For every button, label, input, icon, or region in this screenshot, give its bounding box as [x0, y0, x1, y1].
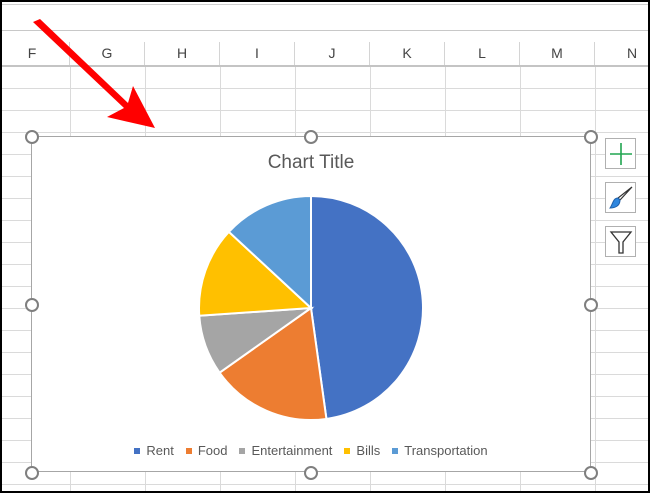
- legend-swatch: [185, 447, 192, 454]
- brush-icon: [608, 186, 632, 209]
- column-header-H[interactable]: H: [145, 42, 220, 65]
- chart-styles-button[interactable]: [605, 182, 636, 213]
- column-header-K[interactable]: K: [370, 42, 445, 65]
- legend-label: Bills: [356, 443, 381, 458]
- column-header-N[interactable]: N: [595, 42, 650, 65]
- column-header-G[interactable]: G: [70, 42, 145, 65]
- resize-handle-top-left[interactable]: [25, 130, 39, 144]
- chart-legend[interactable]: Rent Food Entertainment Bills Transportation: [32, 443, 590, 458]
- legend-item-food[interactable]: Food: [185, 443, 228, 458]
- resize-handle-bottom-right[interactable]: [584, 466, 598, 480]
- legend-swatch: [239, 447, 246, 454]
- legend-label: Food: [197, 443, 228, 458]
- pie-slice-bills[interactable]: [198, 230, 314, 317]
- legend-swatch: [392, 447, 399, 454]
- legend-item-bills[interactable]: Bills: [344, 443, 380, 458]
- funnel-icon: [609, 230, 632, 254]
- chart-area[interactable]: Chart Title Rent Food Entertainment Bills Tr…: [31, 136, 591, 472]
- resize-handle-bottom[interactable]: [304, 466, 318, 480]
- red-arrow-icon: [33, 19, 155, 128]
- pie-chart[interactable]: [32, 137, 592, 473]
- formula-bar-area: [0, 0, 650, 31]
- legend-item-transportation[interactable]: Transportation: [392, 443, 488, 458]
- plus-icon: [609, 142, 632, 165]
- chart-filters-button[interactable]: [605, 226, 636, 257]
- pie-slice-transportation[interactable]: [227, 194, 312, 311]
- chart-elements-button[interactable]: [605, 138, 636, 169]
- legend-swatch: [134, 447, 141, 454]
- column-header-L[interactable]: L: [445, 42, 520, 65]
- legend-label: Entertainment: [251, 443, 333, 458]
- column-header-I[interactable]: I: [220, 42, 295, 65]
- pie-slice-rent[interactable]: [310, 194, 424, 421]
- resize-handle-bottom-left[interactable]: [25, 466, 39, 480]
- legend-label: Rent: [146, 443, 174, 458]
- legend-label: Transportation: [404, 443, 488, 458]
- legend-item-rent[interactable]: Rent: [134, 443, 174, 458]
- resize-handle-top[interactable]: [304, 130, 318, 144]
- column-header-J[interactable]: J: [295, 42, 370, 65]
- chart-title[interactable]: Chart Title: [267, 152, 355, 173]
- resize-handle-left[interactable]: [25, 298, 39, 312]
- resize-handle-right[interactable]: [584, 298, 598, 312]
- column-header-M[interactable]: M: [520, 42, 595, 65]
- pie-slice-food[interactable]: [218, 306, 328, 421]
- legend-swatch: [344, 447, 351, 454]
- legend-item-entertainment[interactable]: Entertainment: [239, 443, 332, 458]
- resize-handle-top-right[interactable]: [584, 130, 598, 144]
